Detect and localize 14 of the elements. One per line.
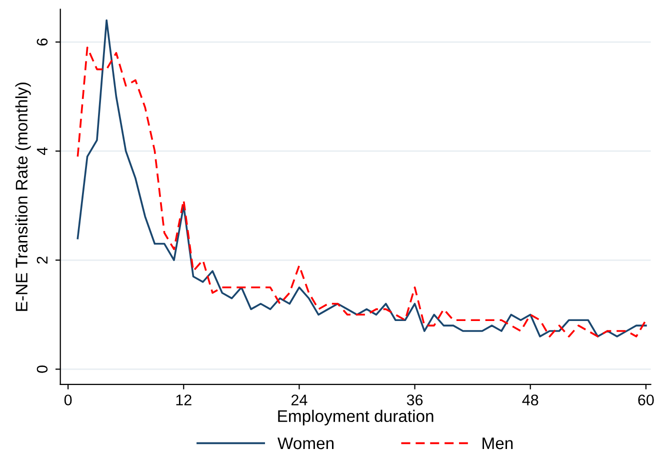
- x-tick-label: 12: [176, 394, 192, 406]
- x-tick-label: 24: [291, 394, 308, 406]
- y-tick-label: 2: [36, 256, 48, 264]
- x-tick-label: 48: [522, 394, 538, 406]
- y-tick-label: 4: [36, 147, 48, 155]
- x-axis-title: Employment duration: [278, 410, 434, 426]
- y-axis-title: E-NE Transition Rate (monthly): [15, 82, 31, 311]
- legend-label: Women: [278, 438, 334, 450]
- legend-label: Men: [482, 438, 513, 450]
- y-tick-label: 0: [36, 366, 48, 373]
- y-tick-label: 6: [36, 38, 48, 46]
- x-tick-label: 36: [406, 394, 423, 406]
- x-tick-label: 0: [64, 394, 72, 406]
- x-tick-label: 60: [638, 394, 654, 406]
